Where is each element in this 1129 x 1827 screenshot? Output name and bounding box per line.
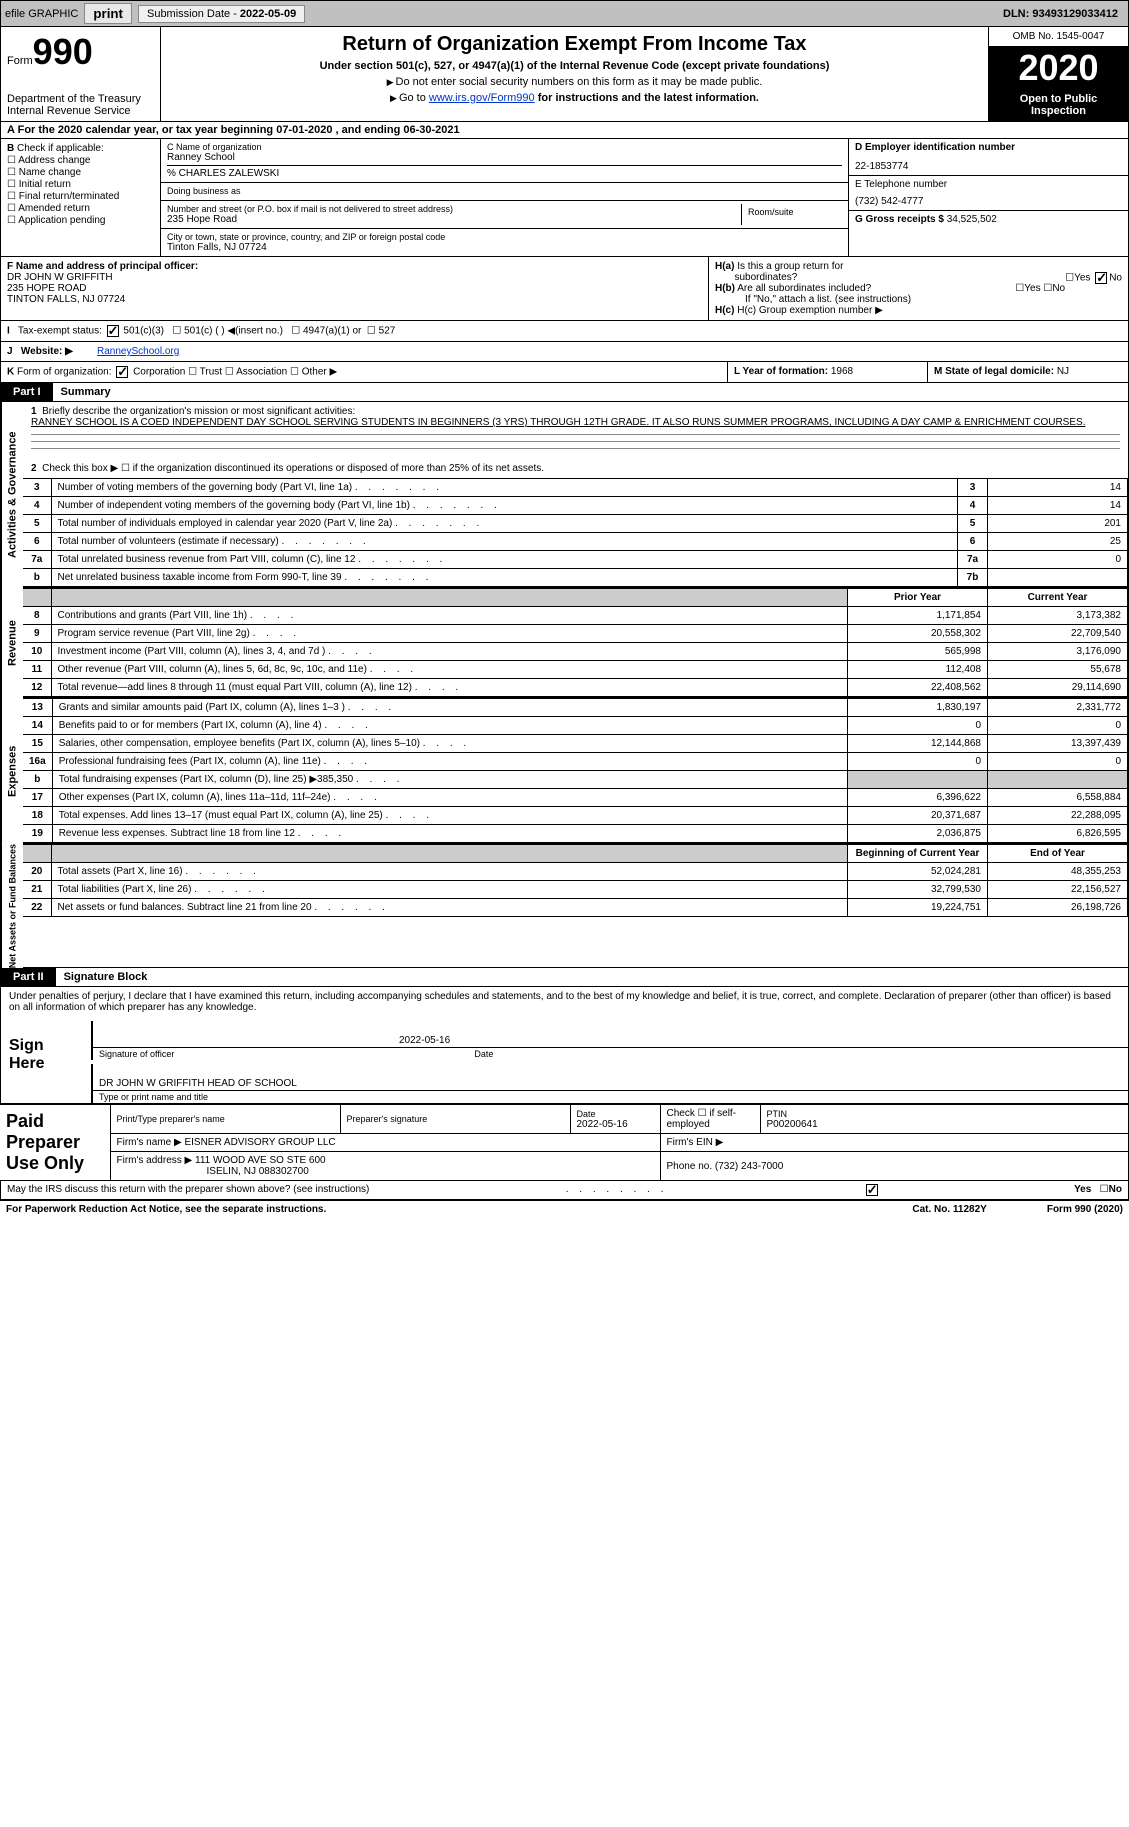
tax-year: 2020 (989, 47, 1128, 89)
top-toolbar: efile GRAPHIC print Submission Date - 20… (0, 0, 1129, 27)
dept-irs: Internal Revenue Service (7, 105, 154, 117)
period-row: A For the 2020 calendar year, or tax yea… (0, 122, 1129, 139)
vtab-expenses: Expenses (1, 698, 23, 844)
submission-date: Submission Date - 2022-05-09 (138, 5, 305, 23)
tax-exempt-row: I Tax-exempt status: 501(c)(3) ☐ 501(c) … (0, 321, 1129, 342)
box-e: E Telephone number(732) 542-4777 (849, 176, 1128, 211)
dept-treasury: Department of the Treasury (7, 93, 154, 105)
line1: 1 Briefly describe the organization's mi… (23, 402, 1128, 459)
org-website[interactable]: RanneySchool.org (97, 346, 179, 357)
note-link: Go to www.irs.gov/Form990 for instructio… (171, 92, 978, 104)
dba-cell: Doing business as (161, 183, 848, 201)
paid-preparer-table: Paid Preparer Use Only Print/Type prepar… (0, 1104, 1129, 1181)
line2: 2 Check this box ▶ ☐ if the organization… (23, 459, 1128, 478)
footer: For Paperwork Reduction Act Notice, see … (0, 1200, 1129, 1218)
discuss-row: May the IRS discuss this return with the… (0, 1181, 1129, 1200)
omb-number: OMB No. 1545-0047 (989, 27, 1128, 47)
part1-header: Part ISummary (0, 383, 1129, 402)
box-g: G Gross receipts $ 34,525,502 (849, 211, 1128, 228)
efile-label: efile GRAPHIC (5, 8, 78, 20)
form-subtitle: Under section 501(c), 527, or 4947(a)(1)… (171, 60, 978, 72)
netassets-table: Beginning of Current YearEnd of Year20To… (23, 844, 1128, 917)
revenue-table: Prior YearCurrent Year8Contributions and… (23, 588, 1128, 697)
note-ssn: Do not enter social security numbers on … (171, 76, 978, 88)
info-grid: B Check if applicable: ☐ Address change … (0, 139, 1129, 257)
expense-table: 13Grants and similar amounts paid (Part … (23, 698, 1128, 843)
signature-block: Under penalties of perjury, I declare th… (0, 987, 1129, 1104)
form-label: Form (7, 55, 33, 67)
form-title: Return of Organization Exempt From Incom… (171, 33, 978, 56)
website-row: J Website: ▶ RanneySchool.org (0, 342, 1129, 362)
form-number: 990 (33, 31, 93, 73)
gov-table: 3Number of voting members of the governi… (23, 478, 1128, 587)
principal-officer-row: F Name and address of principal officer:… (0, 257, 1129, 321)
org-name-cell: C Name of organization Ranney School % C… (161, 139, 848, 183)
box-d: D Employer identification number22-18537… (849, 139, 1128, 176)
vtab-governance: Activities & Governance (1, 402, 23, 588)
vtab-revenue: Revenue (1, 588, 23, 698)
irs-link[interactable]: www.irs.gov/Form990 (429, 92, 535, 104)
city-cell: City or town, state or province, country… (161, 229, 848, 256)
dln: DLN: 93493129033412 (1003, 8, 1118, 20)
print-button[interactable]: print (84, 3, 132, 24)
address-cell: Number and street (or P.O. box if mail i… (161, 201, 848, 229)
form-org-row: K Form of organization: Corporation ☐ Tr… (0, 362, 1129, 383)
vtab-netassets: Net Assets or Fund Balances (1, 844, 23, 968)
sign-here-label: Sign Here (1, 1017, 91, 1103)
part2-header: Part IISignature Block (0, 968, 1129, 987)
box-b: B Check if applicable: ☐ Address change … (1, 139, 161, 256)
open-to-public: Open to Public Inspection (989, 89, 1128, 121)
form-header: Form 990 Department of the Treasury Inte… (0, 27, 1129, 122)
